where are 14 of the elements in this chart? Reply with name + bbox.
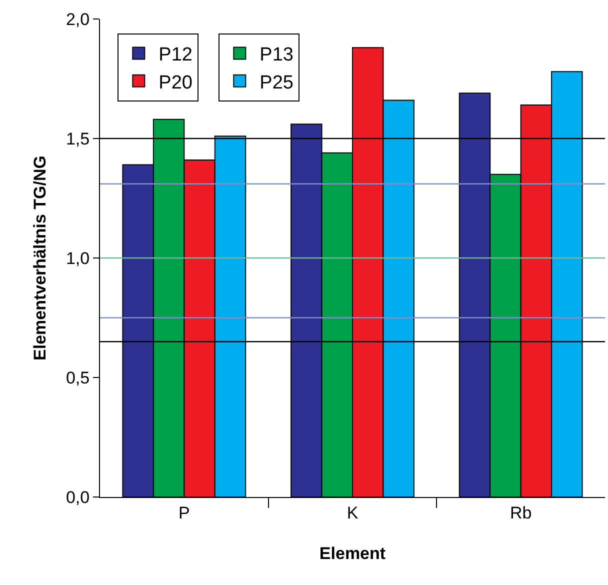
y-tick-label: 0,0 (66, 488, 90, 507)
legend-label: P20 (158, 72, 192, 94)
y-tick-label: 2,0 (66, 10, 90, 29)
x-axis-title: Element (319, 544, 386, 563)
y-tick-label: 0,5 (66, 368, 90, 388)
legend-label: P25 (260, 72, 294, 94)
y-tick-label: 1,0 (66, 248, 90, 268)
y-axis-title: Elementverhältnis TG/NG (30, 156, 50, 360)
x-tick-label: Rb (510, 503, 532, 522)
y-tick-label: 1,5 (66, 129, 90, 148)
x-tick-label: P (178, 503, 190, 522)
legend-label: P12 (158, 44, 192, 66)
x-tick-label: K (346, 503, 359, 522)
legend-label: P13 (260, 44, 294, 66)
